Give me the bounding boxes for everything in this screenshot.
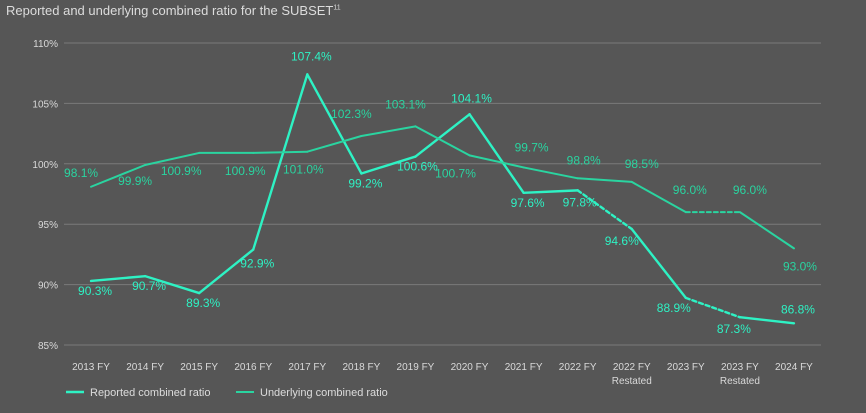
underlying-line-segment [576,177,633,183]
x-tick-label: 2019 FY [397,362,435,373]
reported-data-label: 104.1% [451,91,492,105]
x-tick-label: 2023 FY [667,362,705,373]
reported-data-label: 97.8% [563,195,597,209]
legend-label-reported: Reported combined ratio [90,387,210,399]
underlying-line-segment [468,154,525,169]
underlying-data-label: 100.7% [435,166,476,180]
underlying-line-segment [306,135,363,153]
reported-line-segment [738,316,796,325]
underlying-data-label: 100.9% [161,164,202,178]
underlying-data-label: 98.1% [64,166,98,180]
underlying-line-segment [90,164,147,188]
underlying-data-label: 99.7% [515,140,549,154]
x-tick-label: 2013 FY [72,362,110,373]
reported-data-label: 99.2% [348,176,382,190]
x-tick-label: 2024 FY [775,362,813,373]
x-tick-label: 2018 FY [342,362,380,373]
x-tick-label: 2016 FY [234,362,272,373]
underlying-data-label: 93.0% [783,259,817,273]
x-tick-label: 2020 FY [451,362,489,373]
x-tick-label: 2015 FY [180,362,218,373]
y-tick-label: 95% [38,220,58,231]
reported-data-label: 87.3% [717,322,751,336]
reported-data-label: 97.6% [511,196,545,210]
y-tick-label: 90% [38,281,58,292]
underlying-data-label: 102.3% [331,107,372,121]
reported-data-label: 94.6% [605,234,639,248]
underlying-line-segment [144,151,201,167]
underlying-data-label: 99.9% [118,174,152,188]
x-tick-label: 2021 FY [505,362,543,373]
y-tick-label: 100% [32,160,58,171]
y-tick-label: 105% [32,99,58,110]
reported-data-label: 90.3% [78,284,112,298]
x-tick-label: 2014 FY [126,362,164,373]
reported-line-segment [414,113,471,158]
chart-title: Reported and underlying combined ratio f… [6,3,341,18]
underlying-line-segment [252,150,309,154]
reported-line-segment [468,113,525,194]
x-tick-label: 2022 FY [613,362,651,373]
reported-line-segment [143,274,201,295]
chart-title-footnote: 11 [333,4,341,12]
reported-line-segment [197,248,255,295]
reported-data-label: 88.9% [657,301,691,315]
y-tick-label: 85% [38,341,58,352]
underlying-line-segment [414,125,471,157]
underlying-data-label: 96.0% [673,183,707,197]
underlying-data-label: 100.9% [225,164,266,178]
legend-label-underlying: Underlying combined ratio [260,387,388,399]
chart-title-text: Reported and underlying combined ratio f… [6,3,334,18]
reported-data-label: 89.3% [186,296,220,310]
underlying-data-label: 103.1% [385,97,426,111]
reported-data-label: 90.7% [132,279,166,293]
underlying-data-label: 98.5% [625,157,659,171]
reported-line-segment [684,296,742,319]
underlying-line-segment [522,166,579,180]
reported-line-segment [576,189,633,231]
x-tick-label: 2023 FY [721,362,759,373]
reported-line-segment [252,73,309,251]
reported-line-segment [89,274,147,283]
reported-data-label: 100.6% [397,160,438,174]
reported-line-segment [306,73,363,175]
reported-line-segment [360,155,417,175]
reported-line-segment [630,227,688,300]
underlying-data-label: 101.0% [283,163,324,177]
y-tick-label: 110% [33,39,58,50]
x-tick-label-restated: Restated [612,376,652,387]
x-tick-label-restated: Restated [720,376,760,387]
underlying-data-label: 98.8% [567,153,601,167]
underlying-line-segment [360,125,417,138]
underlying-line-segment [630,180,687,214]
x-tick-label: 2022 FY [559,362,597,373]
reported-data-label: 92.9% [240,257,274,271]
reported-data-label: 86.8% [781,302,815,316]
underlying-line-segment [738,211,795,250]
underlying-data-label: 96.0% [733,183,767,197]
reported-line-segment [522,189,579,194]
reported-data-label: 107.4% [291,49,332,63]
x-tick-label: 2017 FY [288,362,326,373]
